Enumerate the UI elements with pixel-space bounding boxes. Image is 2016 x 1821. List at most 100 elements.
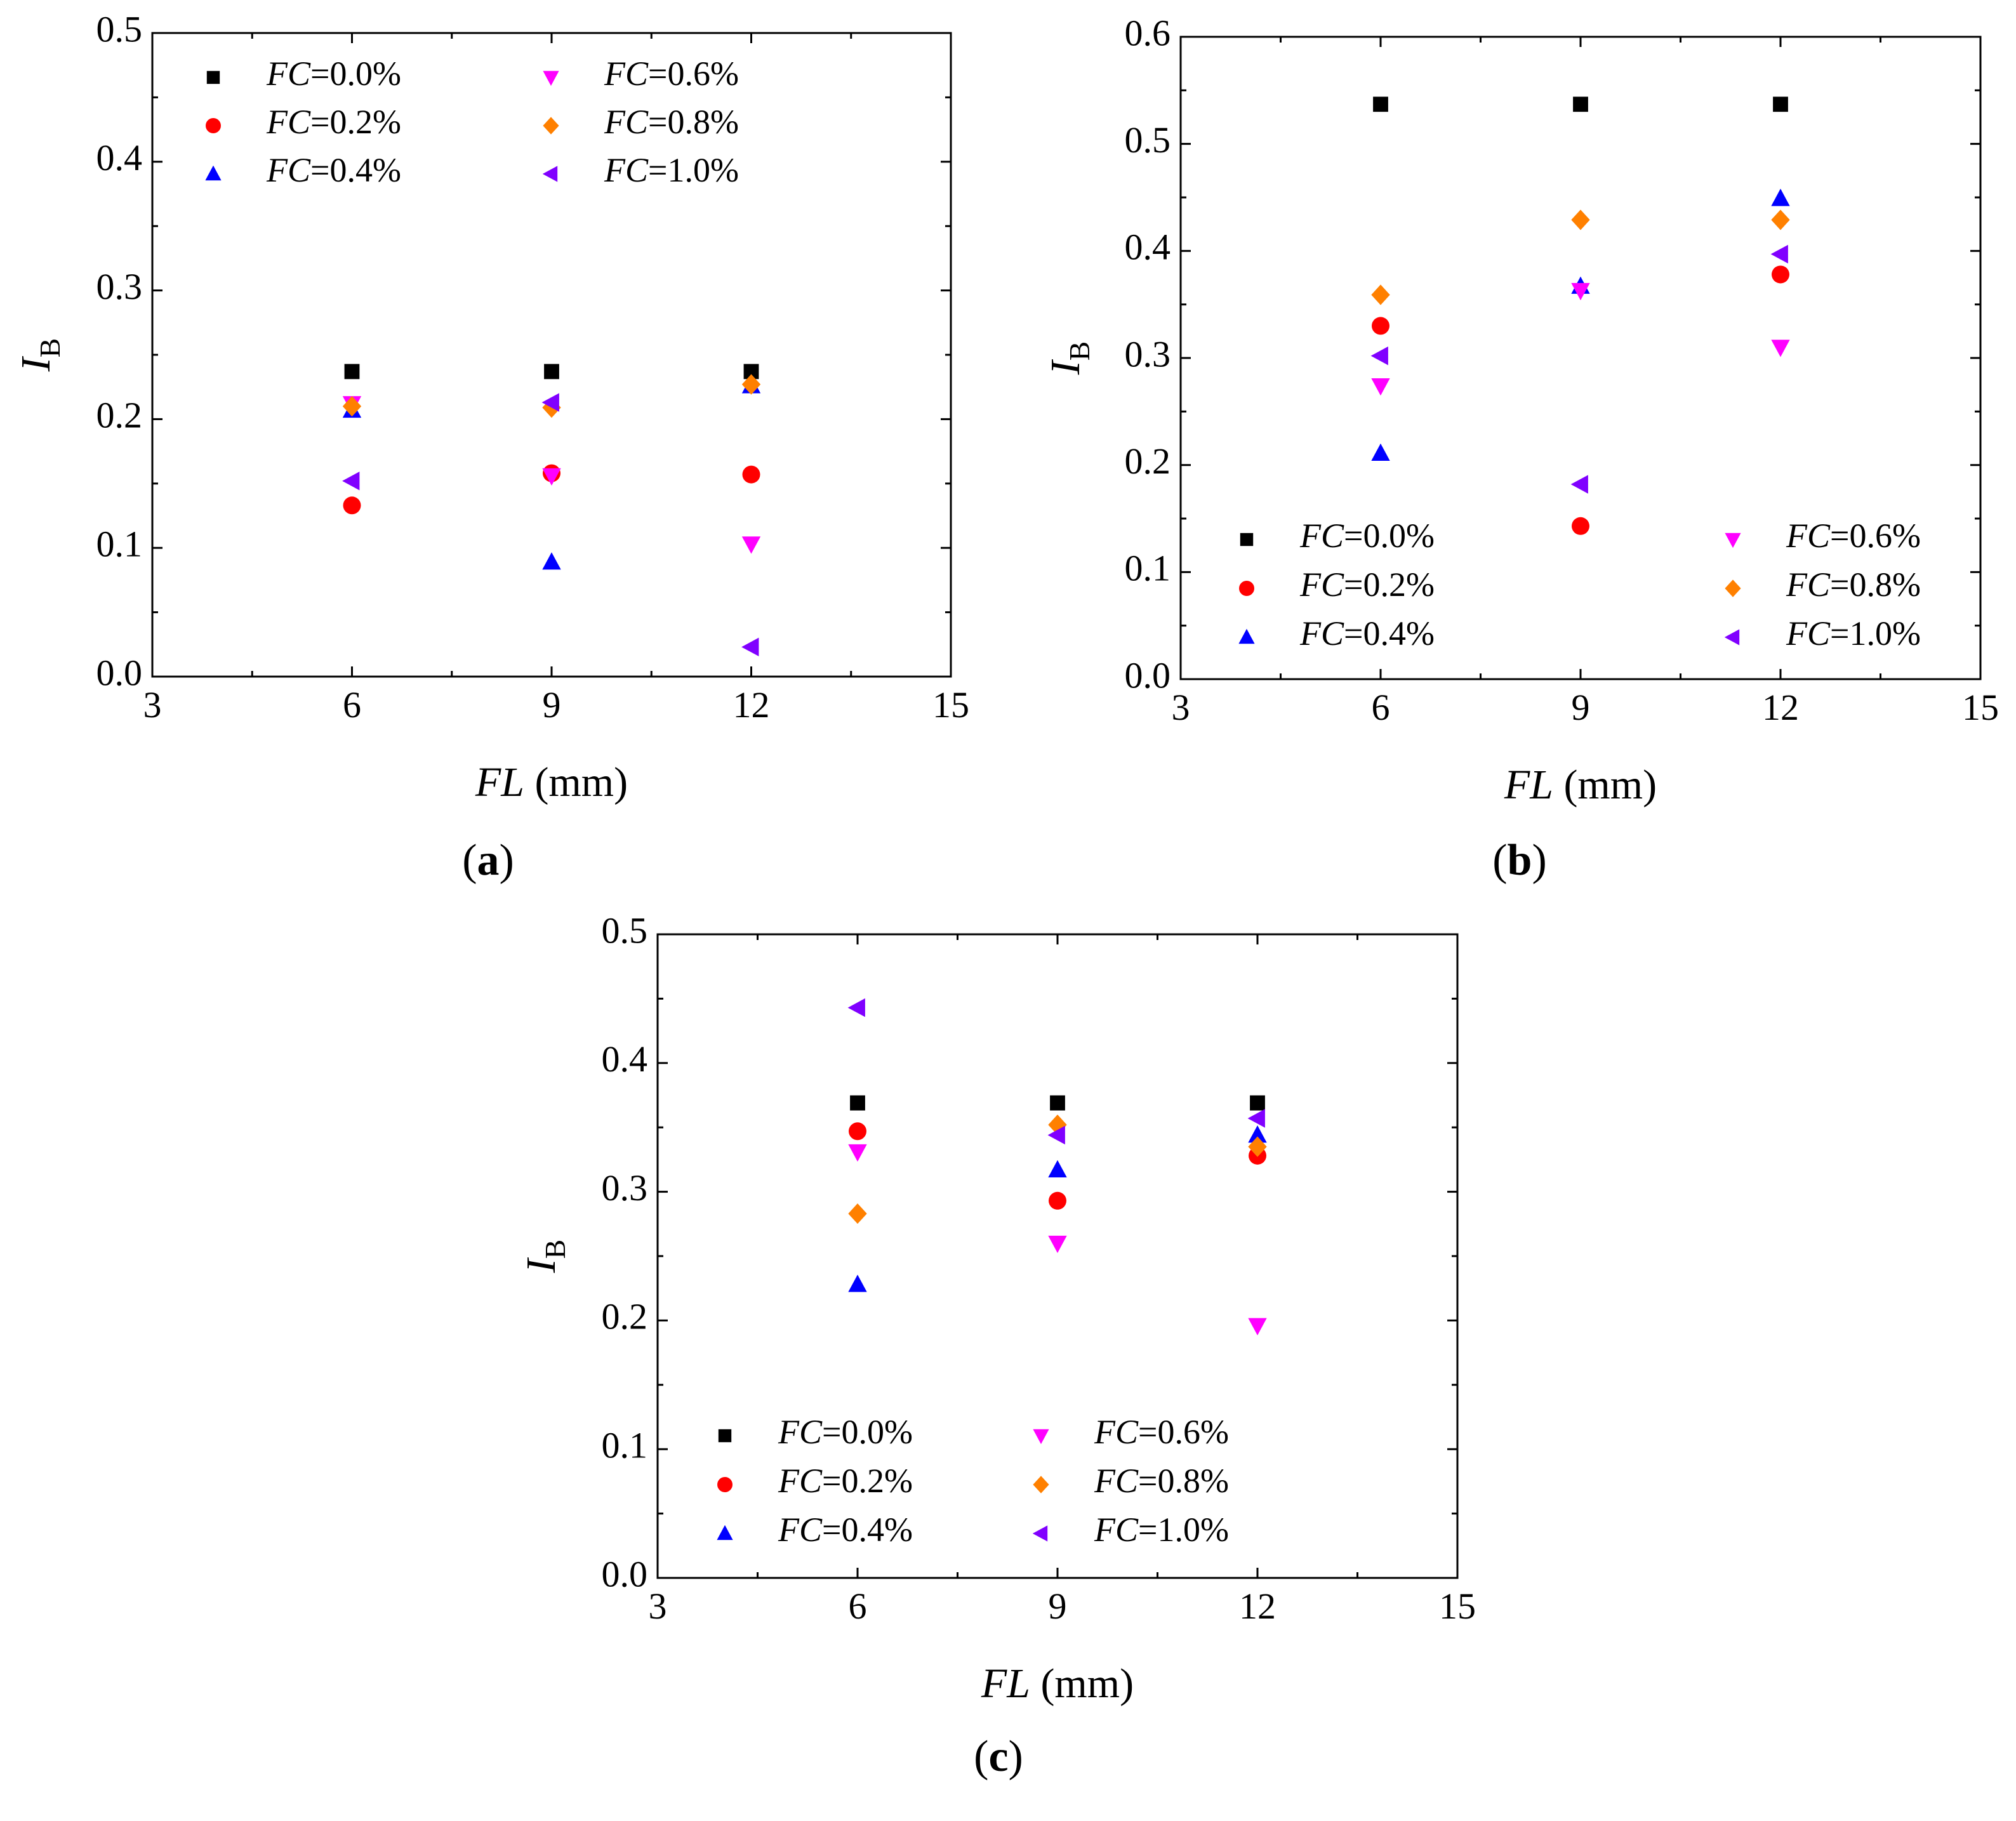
x-axis-label: FL (mm) [475,759,628,805]
data-point [1371,284,1390,305]
x-tick-label: 3 [143,684,162,725]
data-point [742,465,760,484]
data-point [848,1203,867,1224]
x-tick-label: 15 [932,684,969,725]
legend-label: FC=0.8% [1786,566,1921,604]
y-tick-label: 0.6 [1125,12,1171,53]
data-point [1773,96,1788,112]
legend-marker [205,165,222,181]
data-point [848,1144,867,1162]
legend-marker [718,1429,732,1443]
legend-marker [1240,533,1254,546]
legend-label: FC=1.0% [604,151,739,189]
data-point [1049,1191,1066,1210]
legend-marker [1725,579,1741,597]
y-axis-label: IB [1042,341,1096,376]
x-tick-label: 15 [1962,687,1999,728]
legend-marker [717,1477,733,1492]
legend-label: FC=1.0% [1094,1511,1229,1549]
data-point [1771,209,1790,230]
data-point [848,1275,867,1292]
chart-panel-c: 3 6 9 12 15 0.0 0.1 0.2 0.3 0.4 0.5 FL (mm) IB FC=0.0… [518,910,1476,1781]
y-tick-label: 0.4 [602,1038,648,1080]
data-point [1772,265,1789,284]
data-point [1371,378,1390,396]
y-tick-label: 0.3 [96,266,143,307]
x-axis-label: FL (mm) [1504,762,1657,808]
legend-marker [1724,629,1740,646]
panel-caption: (a) [462,836,514,885]
data-point [1050,1095,1065,1111]
y-axis-label: IB [13,338,66,373]
legend-label: FC=0.0% [266,55,401,93]
data-point [541,393,559,412]
data-point [1248,1136,1267,1157]
legend: FC=0.0% FC=0.2% FC=0.4% FC=0.6% FC=0.8% FC=1.… [1238,517,1921,652]
y-tick-label: 0.2 [96,395,143,436]
x-tick-label: 15 [1439,1586,1476,1627]
y-tick-label: 0.5 [1125,119,1171,161]
data-point [1570,475,1588,494]
data-point [344,364,360,380]
x-tick-label: 9 [543,684,561,725]
x-tick-label: 3 [649,1586,667,1627]
legend-label: FC=0.4% [266,151,401,189]
chart-panel-a: 3 6 9 12 15 0.0 0.1 0.2 0.3 0.4 0.5 FL (mm) IB FC=0.0… [13,8,969,885]
y-tick-label: 0.3 [1125,333,1171,374]
data-point [1373,96,1388,112]
y-axis-label: IB [518,1240,571,1274]
legend-label: FC=0.4% [1299,614,1435,652]
data-point [847,998,865,1017]
data-point [741,536,761,554]
data-point [1572,517,1589,535]
data-point [850,1095,865,1111]
data-point [1372,317,1389,335]
legend-label: FC=0.8% [1094,1462,1229,1500]
x-tick-label: 9 [1572,687,1590,728]
legend-marker [206,118,221,133]
legend-marker [1238,628,1255,644]
x-tick-label: 12 [1762,687,1799,728]
data-point [849,1122,866,1141]
legend-marker [543,70,559,86]
data-point [743,364,759,380]
legend-marker [206,70,220,84]
x-tick-label: 9 [1049,1586,1067,1627]
legend-marker [1239,581,1254,596]
data-point [342,396,362,417]
y-tick-label: 0.0 [602,1553,648,1594]
x-tick-label: 6 [343,684,361,725]
legend-marker [1032,1525,1048,1542]
legend-marker [1725,533,1741,548]
legend-label: FC=0.8% [604,103,739,141]
chart-panel-b: 3 6 9 12 15 0.0 0.1 0.2 0.3 0.4 0.5 0.6 FL (mm) IB FC=… [1042,12,1999,885]
legend-label: FC=1.0% [1786,614,1921,652]
legend-marker [542,166,558,182]
legend: FC=0.0% FC=0.2% FC=0.4% FC=0.6% FC=0.8% FC=1.… [717,1413,1229,1549]
legend-label: FC=0.2% [778,1462,913,1500]
data-point [741,374,761,395]
data-point [342,472,360,491]
data-point [1771,189,1790,206]
legend-label: FC=0.6% [1094,1413,1229,1451]
legend: FC=0.0% FC=0.2% FC=0.4% FC=0.6% FC=0.8% FC=1.… [205,55,739,189]
data-point [1571,282,1590,301]
data-point [1250,1095,1265,1111]
data-point [1248,1125,1267,1143]
y-tick-label: 0.1 [96,524,143,565]
data-point [1770,244,1788,264]
data-point [741,637,759,657]
data-point [1771,340,1790,357]
y-tick-label: 0.2 [602,1296,648,1337]
x-tick-label: 12 [1239,1586,1276,1627]
legend-marker [1033,1429,1049,1445]
x-tick-label: 6 [1372,687,1390,728]
data-point [1573,96,1588,112]
y-tick-label: 0.4 [96,137,143,178]
panel-caption: (b) [1492,836,1547,885]
data-point [343,496,361,515]
legend-label: FC=0.6% [1786,517,1921,555]
data-point [1047,1125,1065,1145]
data-point [1248,1318,1267,1335]
